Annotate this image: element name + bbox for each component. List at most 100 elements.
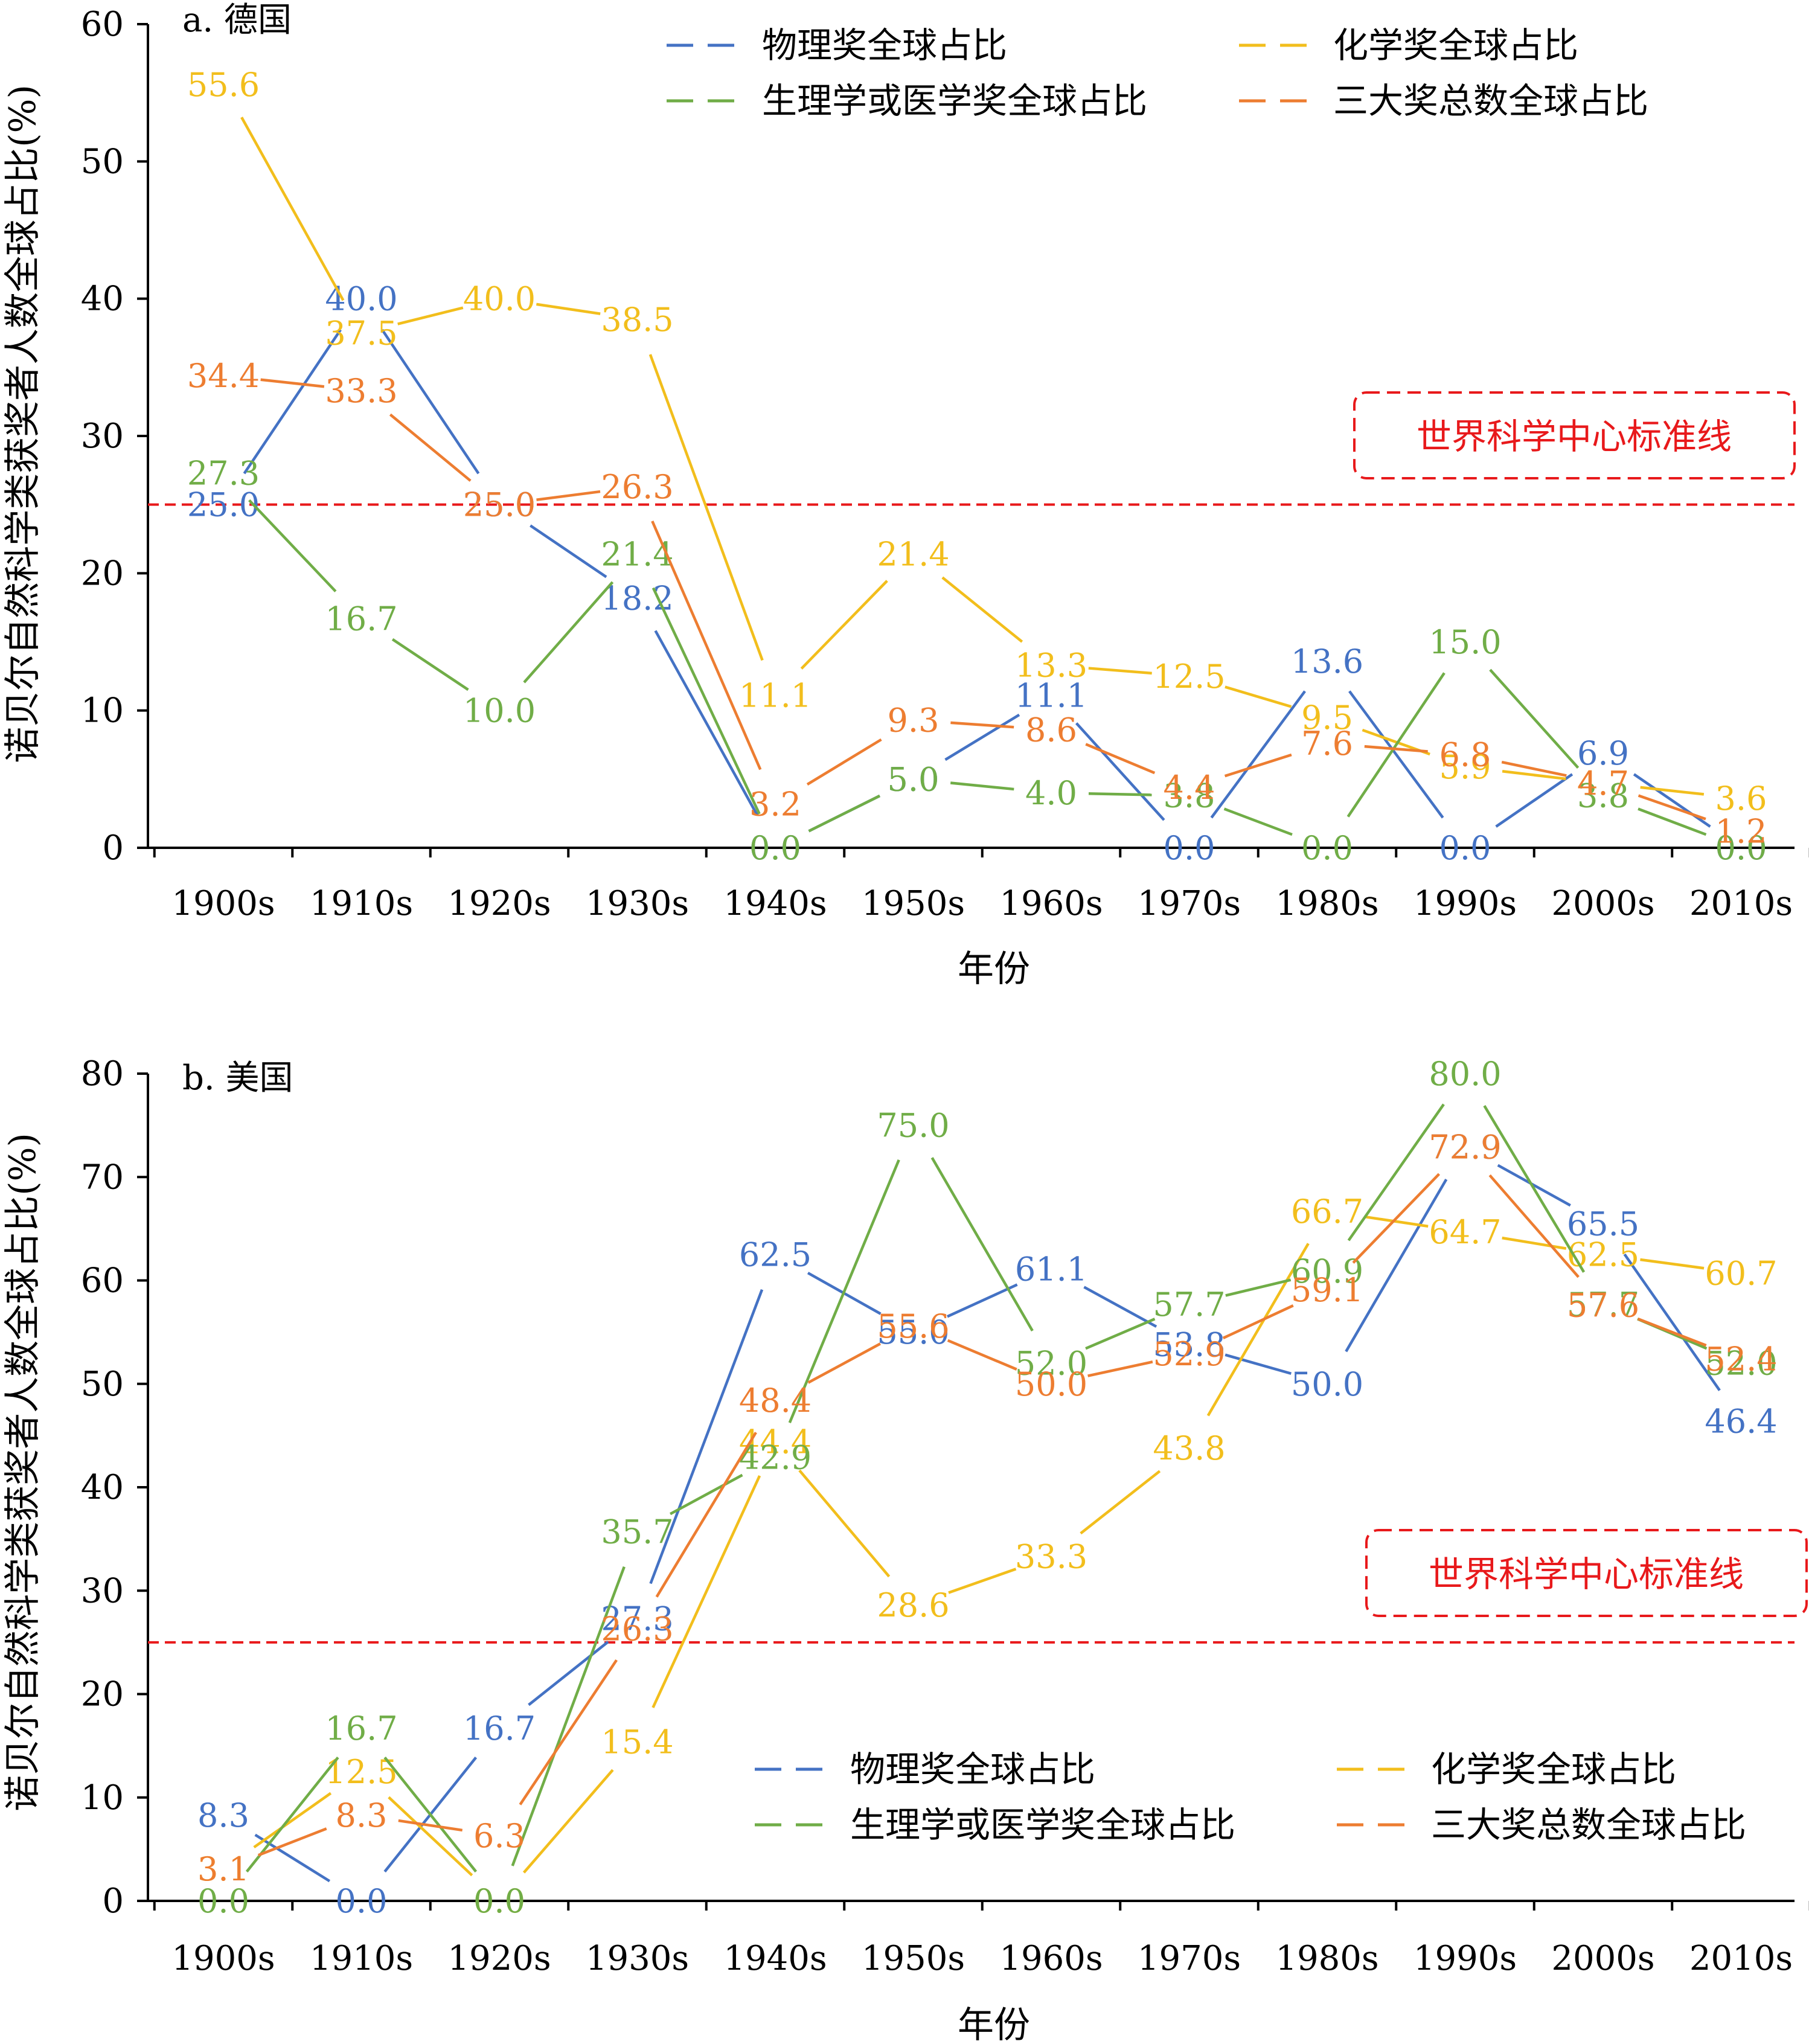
series-segment-medicine-a xyxy=(1638,807,1707,836)
data-label-medicine-a: 15.0 xyxy=(1429,623,1501,661)
series-segment-medicine-b xyxy=(1347,1103,1445,1241)
series-segment-chemistry-b xyxy=(1363,1215,1429,1228)
x-tick-label-b: 1910s xyxy=(310,1939,413,1978)
data-label-chemistry-a: 55.6 xyxy=(187,66,260,104)
series-segment-physics-a xyxy=(1075,722,1165,821)
data-label-physics-a: 0.0 xyxy=(1164,829,1215,867)
x-tick-label-a: 2000s xyxy=(1551,884,1654,923)
legend-label-total-a: 三大奖总数全球占比 xyxy=(1333,80,1648,121)
x-tick-label-a: 1970s xyxy=(1138,884,1241,923)
x-tick-label-b: 1920s xyxy=(447,1939,551,1978)
series-segment-physics-b xyxy=(1623,1253,1721,1391)
legend-label-physics-a: 物理奖全球占比 xyxy=(762,25,1007,66)
x-tick-label-a: 1950s xyxy=(862,884,965,923)
data-label-physics-a: 18.2 xyxy=(601,579,673,617)
data-label-total-a: 26.3 xyxy=(601,468,673,506)
series-segment-physics-b xyxy=(946,1283,1018,1318)
data-label-chemistry-a: 37.5 xyxy=(325,315,397,353)
series-segment-physics-a xyxy=(1495,773,1574,828)
legend-item-total-b: 三大奖总数全球占比 xyxy=(1337,1804,1746,1845)
series-physics-b: 8.3 0.0 16.7 27.3 62.5 55.0 61.1 53.8 50.0 72.9 65… xyxy=(197,1129,1778,1920)
panel-title-a: a. 德国 xyxy=(182,1,292,40)
data-label-physics-b: 65.5 xyxy=(1567,1205,1639,1243)
data-label-physics-a: 6.9 xyxy=(1577,734,1629,772)
data-label-physics-b: 50.0 xyxy=(1291,1365,1363,1403)
legend-label-total-b: 三大奖总数全球占比 xyxy=(1431,1804,1746,1845)
series-segment-total-a xyxy=(260,378,325,388)
series-segment-medicine-a xyxy=(1223,807,1293,836)
series-segment-medicine-b xyxy=(1483,1105,1586,1273)
data-label-medicine-b: 80.0 xyxy=(1429,1055,1501,1093)
series-segment-physics-b xyxy=(1225,1353,1292,1375)
data-label-chemistry-a: 38.5 xyxy=(601,301,673,339)
data-label-physics-a: 5.0 xyxy=(888,760,940,798)
series-segment-total-a xyxy=(1501,760,1567,777)
data-label-physics-b: 62.5 xyxy=(739,1236,812,1274)
data-label-physics-b: 16.7 xyxy=(463,1709,536,1748)
series-segment-physics-a xyxy=(530,524,607,578)
data-label-medicine-a: 0.0 xyxy=(749,829,801,867)
series-segment-chemistry-a xyxy=(1088,667,1152,675)
data-label-total-b: 55.6 xyxy=(877,1307,949,1345)
y-tick-label-a: 50 xyxy=(81,142,124,181)
series-segment-total-b xyxy=(398,1819,463,1832)
x-tick-label-b: 1940s xyxy=(723,1939,827,1978)
data-label-chemistry-b: 60.7 xyxy=(1705,1255,1777,1293)
data-label-medicine-b: 57.7 xyxy=(1153,1286,1225,1324)
x-tick-label-a: 1980s xyxy=(1275,884,1378,923)
data-label-medicine-a: 0.0 xyxy=(1715,829,1767,867)
series-segment-chemistry-b xyxy=(798,1469,891,1578)
x-tick-label-b: 1960s xyxy=(999,1939,1103,1978)
series-segment-chemistry-b xyxy=(1640,1258,1705,1270)
series-segment-chemistry-a xyxy=(1502,769,1566,781)
series-segment-chemistry-b xyxy=(948,1568,1017,1594)
legend-label-medicine-a: 生理学或医学奖全球占比 xyxy=(762,80,1147,121)
data-label-medicine-a: 4.0 xyxy=(1025,774,1077,812)
x-tick-label-b: 1970s xyxy=(1138,1939,1241,1978)
x-tick-label-b: 1980s xyxy=(1275,1939,1378,1978)
data-label-chemistry-a: 13.3 xyxy=(1015,647,1087,685)
series-segment-total-b xyxy=(947,1339,1017,1371)
threshold-label-box-a: 世界科学中心标准线 xyxy=(1353,391,1796,479)
panel-title-b: b. 美国 xyxy=(182,1059,293,1098)
data-label-medicine-b: 42.9 xyxy=(739,1438,812,1476)
data-label-total-a: 8.6 xyxy=(1025,711,1077,749)
series-segment-total-b xyxy=(655,1432,757,1598)
series-segment-chemistry-b xyxy=(1502,1236,1567,1250)
legend-item-physics-a: 物理奖全球占比 xyxy=(667,25,1007,66)
series-segment-medicine-a xyxy=(523,581,614,684)
series-segment-physics-b xyxy=(1497,1164,1571,1207)
data-label-total-b: 6.3 xyxy=(473,1817,525,1855)
x-tick-label-a: 1900s xyxy=(171,884,275,923)
data-label-chemistry-b: 62.5 xyxy=(1567,1236,1639,1274)
data-label-physics-b: 53.8 xyxy=(1153,1326,1225,1364)
y-tick-label-b: 50 xyxy=(81,1365,124,1404)
series-segment-medicine-b xyxy=(1085,1318,1156,1350)
series-total-b: 3.1 8.3 6.3 26.3 48.4 55.6 50.0 52.9 59.1 72.9 57.… xyxy=(197,1129,1778,1888)
series-total-a: 34.4 33.3 25.0 26.3 3.2 9.3 8.6 4.4 7.6 6.8 4.7 1.2 xyxy=(187,357,1767,851)
legend-b: 物理奖全球占比 化学奖全球占比 生理学或医学奖全球占比 三大奖总数全球占比 xyxy=(755,1749,1746,1845)
y-tick-label-b: 10 xyxy=(81,1778,124,1818)
x-tick-label-a: 2010s xyxy=(1689,884,1793,923)
data-label-total-b: 52.4 xyxy=(1705,1341,1777,1379)
data-label-chemistry-b: 64.7 xyxy=(1429,1213,1501,1251)
series-segment-total-b xyxy=(1222,1304,1294,1340)
series-segment-chemistry-a xyxy=(800,580,888,670)
data-label-medicine-a: 21.4 xyxy=(601,536,673,574)
series-medicine-a: 27.3 16.7 10.0 21.4 0.0 5.0 4.0 3.8 0.0 15.0 3.8 0.… xyxy=(187,454,1767,867)
series-segment-chemistry-b xyxy=(522,1769,614,1874)
y-tick-label-a: 30 xyxy=(81,417,124,456)
y-tick-label-a: 40 xyxy=(81,280,124,319)
threshold-label-a: 世界科学中心标准线 xyxy=(1417,416,1732,457)
series-segment-medicine-b xyxy=(930,1157,1034,1332)
data-label-total-b: 50.0 xyxy=(1015,1365,1087,1403)
data-label-total-a: 6.8 xyxy=(1439,735,1491,774)
data-label-total-b: 26.3 xyxy=(601,1610,673,1648)
series-segment-total-a xyxy=(536,490,601,501)
data-label-medicine-b: 52.0 xyxy=(1015,1345,1087,1383)
data-label-chemistry-a: 4.7 xyxy=(1577,764,1629,803)
chart-panel-usa: 0 10 20 30 40 50 60 70 80 1900s 1910s 1920s 1930s 194… xyxy=(81,1054,1809,1978)
series-segment-medicine-a xyxy=(391,638,469,691)
series-segment-physics-a xyxy=(1348,690,1444,819)
